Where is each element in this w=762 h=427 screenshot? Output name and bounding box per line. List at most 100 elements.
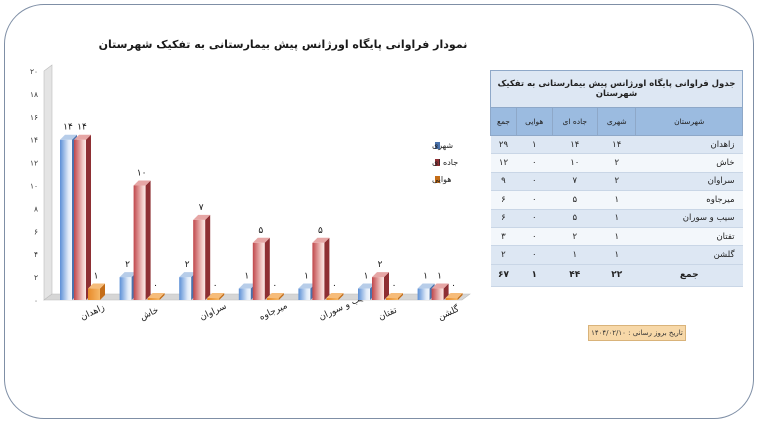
bar-top-road xyxy=(252,237,270,243)
col-header-county: شهرستان xyxy=(635,107,743,136)
cell-urban: ۱ xyxy=(597,190,636,210)
table-body: زاهدان ۱۴ ۱۴ ۱ ۲۹ خاش ۲ ۱۰ ۰ ۱۲ سراوان ۲ ۷ ۰ ۹ میرجاوه ۱… xyxy=(490,135,743,265)
bar-top-road xyxy=(74,134,91,140)
bar-side-air xyxy=(457,293,463,300)
table-row: تفتان ۱ ۲ ۰ ۳ xyxy=(490,227,743,247)
bar-road xyxy=(252,242,265,300)
data-label: ۱ xyxy=(364,272,369,282)
chart-title: نمودار فراوانی پایگاه اورژانس پیش بیمارس… xyxy=(99,38,468,51)
cell-road: ۵ xyxy=(552,190,598,210)
cell-air: ۰ xyxy=(516,190,553,210)
cell-total: ۹ xyxy=(490,172,517,192)
total-sum: ۶۷ xyxy=(490,263,517,287)
bar-top-urban xyxy=(119,272,137,278)
data-label: ۱ xyxy=(244,272,249,282)
legend-swatch-air xyxy=(435,176,440,183)
cell-total: ۱۲ xyxy=(490,153,517,173)
data-label: ۱۰ xyxy=(137,169,147,179)
cell-air: ۰ xyxy=(516,245,553,265)
table-row: میرجاوه ۱ ۵ ۰ ۶ xyxy=(490,190,743,210)
cell-air: ۰ xyxy=(516,172,553,192)
cell-total: ۲۹ xyxy=(490,135,517,155)
bar-urban xyxy=(179,277,192,300)
cell-county: سراوان xyxy=(635,172,743,192)
data-label: ۲ xyxy=(185,260,190,270)
cell-total: ۳ xyxy=(490,227,517,247)
total-air: ۱ xyxy=(516,263,553,287)
bar-side-air xyxy=(278,293,284,300)
data-label: ۰ xyxy=(213,281,218,291)
x-tick-label: زاهدان xyxy=(79,303,106,323)
bar-urban xyxy=(119,277,132,300)
data-label: ۰ xyxy=(451,281,456,291)
cell-road: ۱ xyxy=(552,245,598,265)
bar-urban xyxy=(417,288,430,300)
cell-air: ۰ xyxy=(516,227,553,247)
bar-air xyxy=(326,298,339,300)
bar-top-road xyxy=(193,214,211,220)
bar-urban xyxy=(358,288,370,300)
col-header-air: هوایی xyxy=(515,107,553,136)
bar-side-road xyxy=(205,214,211,300)
data-label: ۱۴ xyxy=(77,123,87,133)
bar-road xyxy=(372,277,384,300)
legend-label-road: جاده ای xyxy=(432,158,458,167)
cell-air: ۰ xyxy=(516,209,553,228)
x-tick-label: خاش xyxy=(139,306,161,323)
legend-swatch-road xyxy=(435,159,440,166)
total-label: جمع xyxy=(635,263,743,287)
cell-road: ۱۰ xyxy=(552,153,598,173)
cell-urban: ۱ xyxy=(597,227,636,247)
data-label: ۷ xyxy=(199,203,204,213)
y-tick-label: ۸ xyxy=(34,204,38,213)
col-header-urban: شهری xyxy=(597,107,637,136)
bar-top-air xyxy=(207,293,225,298)
data-label: ۰ xyxy=(332,281,337,291)
total-road: ۴۴ xyxy=(552,263,598,287)
data-label: ۱۴ xyxy=(63,123,73,133)
bar-top-air xyxy=(326,293,344,298)
bar-top-urban xyxy=(60,134,77,140)
data-label: ۰ xyxy=(272,281,277,291)
cell-urban: ۲ xyxy=(597,153,636,173)
cell-urban: ۱ xyxy=(597,209,636,228)
bar-air xyxy=(266,298,279,300)
bar-top-urban xyxy=(179,272,197,278)
bar-urban xyxy=(60,139,72,300)
bars-group: ۱۴ ۱۴۱زاهدان۲۱۰۰خاش۲۷۰سراوان۱۵۰میرجاوه۱۵۰… xyxy=(60,123,463,323)
y-tick-label: ۶ xyxy=(34,227,38,236)
y-tick-label: ۲ xyxy=(34,273,38,282)
legend-label-air: هوایی xyxy=(432,175,451,184)
update-date-note: تاریخ بروز رسانی : ۱۴۰۴/۰۲/۱۰ xyxy=(588,325,686,341)
table-row: گلشن ۱ ۱ ۰ ۲ xyxy=(490,245,743,265)
bar-top-air xyxy=(266,293,284,298)
table-caption-row: جدول فراوانی پایگاه اورژانس پیش بیمارستا… xyxy=(490,70,743,108)
data-label: ۱ xyxy=(94,272,99,282)
bar-side-road xyxy=(384,272,389,300)
bar-side-air xyxy=(219,293,225,300)
bar-air xyxy=(386,298,398,300)
cell-urban: ۱۴ xyxy=(597,135,636,155)
x-tick-label: سراوان xyxy=(198,302,228,323)
bar-air xyxy=(445,298,458,300)
data-label: ۱ xyxy=(304,272,309,282)
y-tick-label: ۱۸ xyxy=(30,90,38,99)
bar-top-road xyxy=(372,272,389,278)
bar-top-road xyxy=(133,180,151,186)
bar-side-road xyxy=(145,180,151,300)
data-label: ۵ xyxy=(258,226,263,236)
data-label: ۲ xyxy=(378,260,383,270)
cell-road: ۵ xyxy=(552,209,598,228)
bar-air xyxy=(207,298,220,300)
table-title: جدول فراوانی پایگاه اورژانس پیش بیمارستا… xyxy=(490,70,743,108)
table-header-row: شهرستان شهری جاده ای هوایی جمع xyxy=(490,107,743,136)
bar-top-urban xyxy=(298,283,316,289)
cell-air: ۰ xyxy=(516,153,553,173)
bar-side-air xyxy=(159,293,165,300)
data-label: ۱ xyxy=(423,272,428,282)
y-tick-label: ۴ xyxy=(34,250,38,259)
bar-side-road xyxy=(324,237,330,300)
cell-county: خاش xyxy=(635,153,743,173)
bar-chart: نمودار فراوانی پایگاه اورژانس پیش بیمارس… xyxy=(30,38,471,323)
